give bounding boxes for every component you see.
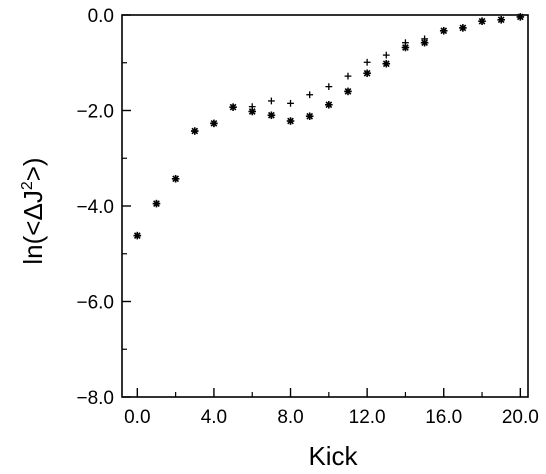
star-point <box>305 112 314 121</box>
y-axis-label: ln(<ΔJ2>) <box>18 157 48 264</box>
star-point <box>459 24 467 32</box>
star-d2 <box>382 60 390 68</box>
star-point <box>248 107 257 116</box>
x-tick-label: 12.0 <box>349 407 386 428</box>
x-tick-label: 16.0 <box>425 407 462 428</box>
star-d2 <box>191 127 199 135</box>
y-axis-label-main: ln(<ΔJ <box>18 190 48 264</box>
series-star <box>133 13 525 240</box>
x-tick-label: 4.0 <box>201 407 227 428</box>
y-tick-label: −6.0 <box>76 293 114 314</box>
star-d2 <box>363 69 371 77</box>
star-point <box>420 38 429 47</box>
star-point <box>190 127 199 135</box>
star-d2 <box>459 24 467 32</box>
x-tick-label: 0.0 <box>124 407 150 428</box>
star-d2 <box>248 108 256 115</box>
star-point <box>210 119 218 128</box>
star-point <box>133 231 142 240</box>
star-d2 <box>153 200 160 207</box>
star-point <box>516 13 525 21</box>
star-point <box>401 43 410 52</box>
star-point <box>152 199 161 208</box>
series-plus <box>133 13 524 240</box>
data-marks <box>133 13 525 240</box>
star-point <box>478 17 486 26</box>
y-tick-label: −2.0 <box>76 102 114 123</box>
y-tick-label: 0.0 <box>88 6 114 27</box>
plus-point <box>382 51 390 59</box>
star-point <box>497 15 505 24</box>
plus-point <box>306 91 314 99</box>
ticks: 0.0 4.0 8.0 12.0 16.0 20.0 0.0 −2.0 −4.0 −6.0 −8.0 <box>76 6 538 428</box>
star-point <box>344 87 352 96</box>
plot-frame <box>121 14 529 398</box>
plus-point <box>344 72 352 80</box>
x-axis-label: Kick <box>308 441 358 471</box>
star-d2 <box>172 175 179 183</box>
star-d2 <box>210 120 218 127</box>
star-d2 <box>516 13 524 21</box>
y-tick-label: −4.0 <box>76 197 114 218</box>
star-d2 <box>402 44 409 51</box>
y-tick-label: −8.0 <box>76 388 114 409</box>
star-point <box>439 26 448 35</box>
star-point <box>325 100 333 109</box>
star-d2 <box>268 111 275 119</box>
plus-point <box>267 97 275 105</box>
axes <box>121 14 529 398</box>
star-point <box>171 174 180 183</box>
star-d2 <box>325 101 333 109</box>
star-d2 <box>440 27 448 35</box>
star-point <box>229 103 237 111</box>
y-axis-label-tail: >) <box>18 157 48 181</box>
star-d2 <box>229 103 237 111</box>
star-d2 <box>497 16 505 24</box>
x-tick-label: 20.0 <box>502 407 539 428</box>
star-d2 <box>421 39 428 47</box>
star-d2 <box>478 17 486 25</box>
x-tick-label: 8.0 <box>277 407 303 428</box>
star-d2 <box>344 88 352 95</box>
star-d2 <box>133 232 141 239</box>
y-axis-label-sup: 2 <box>19 181 36 190</box>
star-point <box>382 59 391 68</box>
star-d2 <box>287 117 294 125</box>
plus-point <box>363 58 371 66</box>
plus-point <box>325 83 333 91</box>
star-point <box>286 117 295 125</box>
star-point <box>363 69 371 78</box>
star-d2 <box>306 112 314 120</box>
star-point <box>267 111 276 120</box>
plus-point <box>287 99 294 107</box>
